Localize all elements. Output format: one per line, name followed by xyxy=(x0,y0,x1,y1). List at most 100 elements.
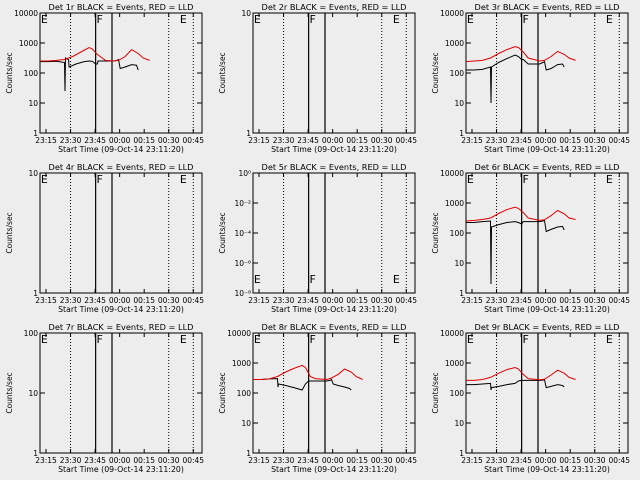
flag-label: E xyxy=(393,13,400,26)
plot-title: Det 7r BLACK = Events, RED = LLD xyxy=(49,322,194,332)
x-tick-label: 00:45 xyxy=(182,296,204,305)
y-tick-label: 1 xyxy=(246,129,251,138)
x-tick-label: 00:15 xyxy=(346,456,368,465)
flag-label: E xyxy=(606,13,613,26)
plot-title: Det 4r BLACK = Events, RED = LLD xyxy=(49,162,194,172)
x-tick-label: 00:30 xyxy=(584,456,606,465)
plot-title: Det 8r BLACK = Events, RED = LLD xyxy=(262,322,407,332)
x-tick-label: 23:45 xyxy=(297,296,319,305)
lld-series-line xyxy=(40,46,150,62)
x-tick-label: 00:00 xyxy=(535,136,557,145)
events-series-line xyxy=(466,54,565,104)
x-tick-label: 23:45 xyxy=(84,456,106,465)
y-tick-label: 10⁻⁶ xyxy=(234,259,251,268)
x-tick-label: 23:15 xyxy=(461,296,483,305)
x-axis-label: Start Time (09-Oct-14 23:11:20) xyxy=(58,145,184,154)
y-axis-label: Counts/sec xyxy=(218,372,227,413)
y-tick-label: 10 xyxy=(28,389,38,398)
plot-title: Det 3r BLACK = Events, RED = LLD xyxy=(475,2,620,12)
flag-label: E xyxy=(393,333,400,346)
x-tick-label: 00:45 xyxy=(182,456,204,465)
x-tick-label: 23:45 xyxy=(297,456,319,465)
x-tick-label: 00:45 xyxy=(182,136,204,145)
x-tick-label: 23:30 xyxy=(273,136,295,145)
y-tick-label: 10 xyxy=(454,419,464,428)
y-tick-label: 1 xyxy=(459,289,464,298)
y-tick-label: 1 xyxy=(33,289,38,298)
y-axis-label: Counts/sec xyxy=(431,212,440,253)
events-series-line xyxy=(466,219,565,285)
x-tick-label: 23:15 xyxy=(248,456,270,465)
x-axis-label: Start Time (09-Oct-14 23:11:20) xyxy=(58,465,184,474)
lld-series-line xyxy=(465,46,576,63)
x-tick-label: 23:30 xyxy=(486,456,508,465)
y-tick-label: 10000 xyxy=(440,329,464,338)
flag-label: E xyxy=(254,13,261,26)
flag-label: E xyxy=(41,333,48,346)
flag-label: E xyxy=(41,173,48,186)
x-tick-label: 00:00 xyxy=(322,296,344,305)
flag-label: E xyxy=(467,333,474,346)
x-tick-label: 23:15 xyxy=(248,136,270,145)
flag-label: E xyxy=(180,173,187,186)
y-tick-label: 1000 xyxy=(445,199,464,208)
y-tick-label: 100 xyxy=(450,69,465,78)
x-tick-label: 00:30 xyxy=(584,136,606,145)
x-tick-label: 23:30 xyxy=(60,136,82,145)
y-tick-label: 100 xyxy=(450,389,465,398)
y-tick-label: 1 xyxy=(246,449,251,458)
x-tick-label: 23:30 xyxy=(486,296,508,305)
x-axis-label: Start Time (09-Oct-14 23:11:20) xyxy=(271,465,397,474)
x-tick-label: 00:15 xyxy=(559,456,581,465)
flag-label: E xyxy=(606,333,613,346)
plot-frame xyxy=(39,332,203,454)
plot-title: Det 2r BLACK = Events, RED = LLD xyxy=(262,2,407,12)
flag-label: F xyxy=(96,173,102,186)
x-tick-label: 23:30 xyxy=(273,296,295,305)
y-axis-label: Counts/sec xyxy=(5,52,14,93)
x-tick-label: 23:15 xyxy=(35,136,57,145)
flag-label: F xyxy=(309,273,315,286)
y-tick-label: 1000 xyxy=(445,359,464,368)
x-tick-label: 00:15 xyxy=(133,296,155,305)
y-tick-label: 1 xyxy=(459,449,464,458)
lld-series-line xyxy=(466,366,576,381)
y-tick-label: 10 xyxy=(454,259,464,268)
x-tick-label: 23:30 xyxy=(486,136,508,145)
y-tick-label: 10000 xyxy=(440,169,464,178)
x-tick-label: 23:15 xyxy=(35,296,57,305)
x-tick-label: 00:45 xyxy=(395,296,417,305)
x-tick-label: 23:45 xyxy=(510,296,532,305)
x-tick-label: 00:15 xyxy=(559,296,581,305)
flag-label: F xyxy=(309,13,315,26)
events-series-line xyxy=(466,378,565,391)
x-tick-label: 00:00 xyxy=(322,136,344,145)
x-tick-label: 23:45 xyxy=(510,456,532,465)
flag-label: E xyxy=(254,333,261,346)
y-axis-label: Counts/sec xyxy=(431,52,440,93)
y-tick-label: 100 xyxy=(450,229,465,238)
plot-frame xyxy=(252,172,416,294)
plot-title: Det 5r BLACK = Events, RED = LLD xyxy=(262,162,407,172)
lld-series-line xyxy=(253,364,363,381)
plot-frame xyxy=(465,332,629,454)
y-axis-label: Counts/sec xyxy=(5,372,14,413)
x-tick-label: 00:15 xyxy=(133,456,155,465)
y-tick-label: 1 xyxy=(33,449,38,458)
flag-label: E xyxy=(254,273,261,286)
x-axis-label: Start Time (09-Oct-14 23:11:20) xyxy=(484,465,610,474)
det-panel-2: Det 2r BLACK = Events, RED = LLD 23:15 23:… xyxy=(218,2,417,154)
flag-label: E xyxy=(41,13,48,26)
y-axis-label: Counts/sec xyxy=(218,52,227,93)
y-tick-label: 100 xyxy=(237,389,252,398)
x-tick-label: 00:45 xyxy=(395,456,417,465)
y-tick-label: 10 xyxy=(28,99,38,108)
x-tick-label: 23:15 xyxy=(248,296,270,305)
events-series-line xyxy=(40,57,139,92)
y-tick-label: 10 xyxy=(454,99,464,108)
